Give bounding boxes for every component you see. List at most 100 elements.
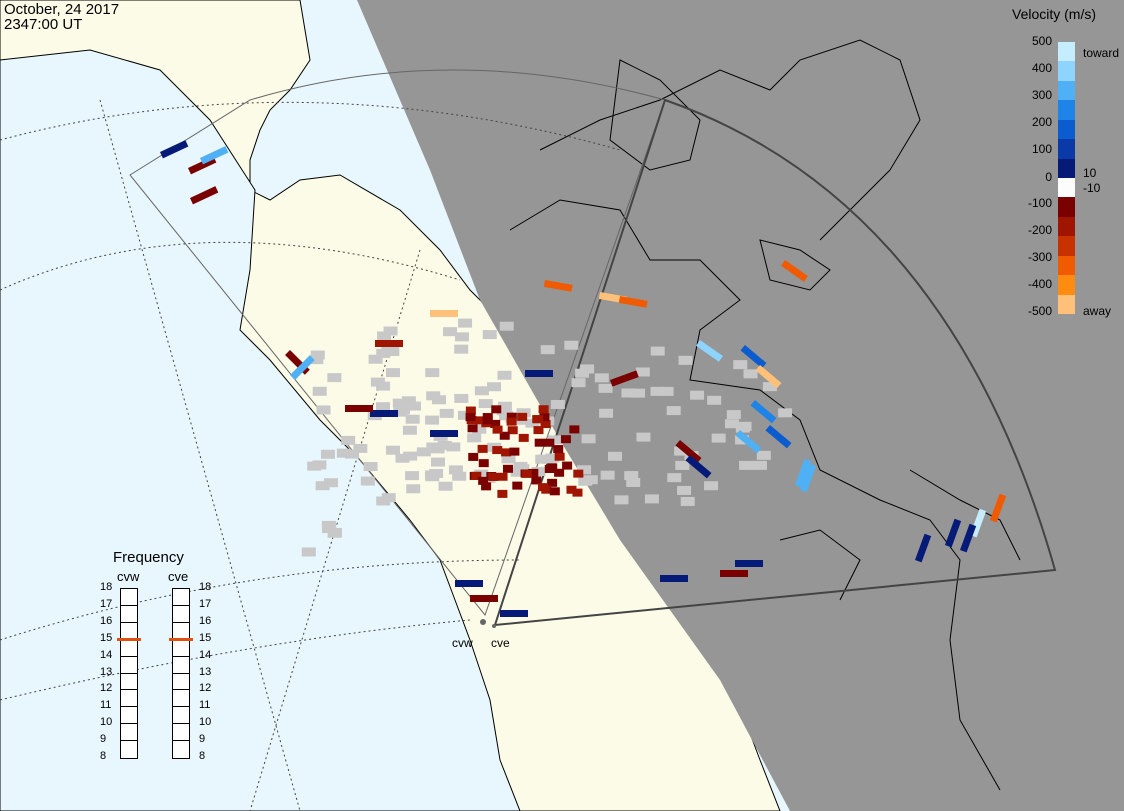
- scatter-cell: [621, 388, 636, 398]
- scatter-cell: [467, 433, 482, 443]
- scatter-cell: [496, 406, 511, 416]
- scatter-cell: [564, 340, 579, 350]
- scatter-cell: [454, 332, 469, 342]
- scatter-cell: [376, 402, 391, 412]
- frequency-tick-label: 17: [199, 597, 212, 610]
- scatter-cell: [301, 547, 316, 557]
- scatter-cell: [497, 472, 508, 481]
- colorbar-tick-label: 10: [1083, 166, 1097, 180]
- scatter-cell: [660, 575, 688, 582]
- scatter-cell: [534, 438, 545, 447]
- frequency-tick-label: 8: [199, 750, 206, 762]
- frequency-tick-label: 13: [199, 665, 212, 678]
- scatter-cell: [377, 331, 392, 341]
- scatter-cell: [571, 378, 586, 388]
- scatter-cell: [750, 399, 777, 424]
- scatter-cell: [488, 472, 499, 481]
- scatter-cell: [644, 494, 659, 504]
- colorbar-segment: [1058, 61, 1075, 82]
- frequency-cvw-label: cvw: [117, 569, 140, 584]
- scatter-cell: [406, 484, 421, 494]
- radar-site-cve: [492, 624, 496, 628]
- colorbar-tick-label: 300: [1031, 88, 1052, 102]
- scatter-cell: [353, 443, 368, 453]
- scatter-cell: [455, 580, 483, 587]
- colorbar-segment: [1058, 275, 1075, 296]
- frequency-tick-label: 15: [100, 631, 113, 644]
- night-region: [357, 0, 1124, 811]
- scatter-cell: [385, 346, 400, 356]
- scatter-cell: [472, 424, 487, 434]
- scatter-cell: [470, 595, 498, 602]
- scatter-cell: [549, 487, 560, 496]
- scatter-cell: [765, 425, 792, 449]
- scatter-cell: [711, 433, 726, 443]
- scatter-cell: [368, 354, 383, 364]
- scatter-cell: [624, 471, 639, 481]
- scatter-cell: [675, 460, 690, 470]
- scatter-cell: [465, 406, 476, 415]
- scatter-cell: [566, 485, 577, 494]
- scatter-cell: [543, 280, 573, 292]
- scatter-cell: [401, 396, 416, 406]
- scatter-cell: [416, 447, 431, 457]
- frequency-tick-label: 14: [100, 648, 113, 661]
- scatter-cell: [458, 318, 473, 328]
- scatter-cell: [735, 430, 762, 454]
- scatter-cell: [607, 451, 622, 461]
- scatter-cell: [614, 495, 629, 505]
- scatter-cell: [518, 433, 529, 442]
- velocity-cells: [160, 140, 1007, 617]
- scatter-cell: [726, 410, 741, 420]
- scatter-cell: [535, 454, 550, 464]
- scatter-cell: [510, 467, 525, 477]
- scatter-cell: [474, 386, 489, 396]
- scatter-cell: [402, 425, 417, 435]
- scatter-cell: [650, 346, 665, 356]
- scatter-cell: [695, 339, 723, 362]
- scatter-cell: [575, 368, 590, 378]
- scatter-cell: [499, 431, 510, 440]
- scatter-cell: [685, 454, 712, 479]
- scatter-cell: [550, 399, 565, 409]
- radar-site-cvw: [480, 619, 486, 625]
- scatter-cell: [545, 453, 560, 463]
- scatter-cell: [554, 452, 565, 461]
- scatter-cell: [487, 382, 502, 392]
- scatter-cell: [454, 393, 469, 403]
- scatter-cell: [724, 419, 739, 429]
- scatter-cell: [482, 330, 497, 340]
- colorbar-tick-label: -400: [1027, 277, 1052, 291]
- scatter-cell: [569, 425, 580, 434]
- scatter-cell: [363, 462, 378, 472]
- scatter-cell: [990, 493, 1007, 523]
- scatter-cell: [425, 368, 440, 378]
- scatter-cell: [538, 483, 549, 492]
- scatter-cell: [492, 425, 503, 434]
- frequency-tick-label: 18: [199, 581, 212, 593]
- scatter-cell: [560, 435, 571, 444]
- scatter-cell: [739, 460, 754, 470]
- frequency-gridline: [120, 672, 138, 674]
- scatter-cell: [375, 340, 403, 347]
- velocity-colorbar: [1058, 42, 1075, 315]
- scatter-cell: [509, 447, 520, 456]
- colorbar-tick-label: -200: [1027, 223, 1052, 237]
- scatter-cell: [533, 415, 544, 424]
- scatter-cell: [501, 448, 512, 457]
- scatter-cell: [392, 398, 407, 408]
- scatter-cell: [446, 442, 461, 452]
- scatter-cell: [475, 416, 486, 425]
- scatter-cell: [315, 481, 330, 491]
- frequency-tick-label: 12: [100, 682, 113, 695]
- scatter-cell: [430, 430, 458, 437]
- scatter-cell: [513, 461, 528, 471]
- scatter-cell: [438, 481, 453, 491]
- scatter-cell: [554, 468, 565, 477]
- colorbar-tick-label: 100: [1031, 142, 1052, 156]
- scatter-cell: [795, 458, 812, 488]
- scatter-cell: [376, 348, 391, 358]
- scatter-cell: [448, 465, 463, 475]
- scatter-cell: [497, 370, 512, 380]
